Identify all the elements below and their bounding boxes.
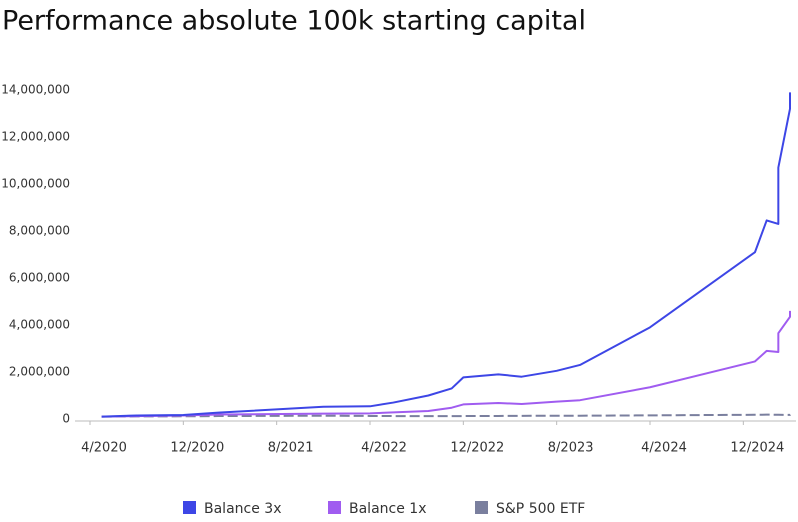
- series-line: [101, 413, 791, 418]
- y-tick-label: 14,000,000: [1, 83, 70, 97]
- legend-swatch: [183, 501, 196, 514]
- series-line: [101, 310, 791, 418]
- x-tick-label: 4/2020: [81, 441, 127, 456]
- x-tick-label: 12/2022: [450, 441, 504, 456]
- chart-title: Performance absolute 100k starting capit…: [2, 6, 586, 37]
- x-tick-label: 4/2022: [361, 441, 407, 456]
- x-tick-label: 8/2023: [548, 441, 594, 456]
- y-tick-label: 10,000,000: [1, 177, 70, 191]
- legend-label: S&P 500 ETF: [496, 501, 585, 517]
- x-tick-label: 8/2021: [268, 441, 314, 456]
- legend-swatch: [328, 501, 341, 514]
- legend-label: Balance 3x: [204, 501, 281, 517]
- y-tick-label: 0: [62, 412, 70, 426]
- y-tick-label: 4,000,000: [9, 318, 70, 332]
- legend-label: Balance 1x: [349, 501, 426, 517]
- y-tick-label: 8,000,000: [9, 224, 70, 238]
- x-tick-label: 4/2024: [641, 441, 687, 456]
- series-line: [101, 92, 791, 418]
- y-tick-label: 6,000,000: [9, 271, 70, 285]
- x-tick-label: 12/2024: [730, 441, 784, 456]
- legend-swatch: [475, 501, 488, 514]
- y-tick-label: 12,000,000: [1, 130, 70, 144]
- y-tick-label: 2,000,000: [9, 365, 70, 379]
- x-tick-label: 12/2020: [170, 441, 224, 456]
